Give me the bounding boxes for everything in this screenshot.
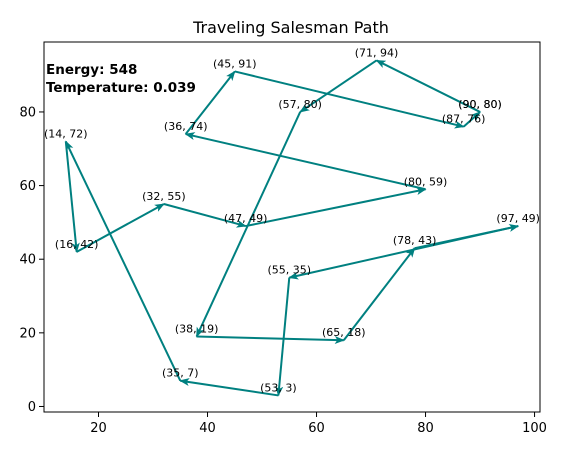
path-segment [342,247,416,341]
point-label: (97, 49) [496,212,540,225]
point-label: (57, 80) [278,98,322,111]
x-tick-label: 100 [522,421,547,436]
point-label: (32, 55) [142,190,186,203]
point-label: (35, 7) [162,367,199,380]
y-tick-label: 20 [19,326,36,341]
path-segment [76,203,165,253]
path-segments [64,59,520,397]
point-labels: (90, 80) (71, 94) (57, 80) (38, 19) (65, 18)… [44,46,540,394]
path-segment [64,141,80,253]
x-tick-label: 60 [308,421,325,436]
path-segment [64,140,182,382]
x-axis: 20 40 60 80 100 [90,412,547,436]
y-tick-label: 80 [19,105,36,120]
path-segment [245,187,427,228]
point-label: (45, 91) [213,57,257,70]
path-segment [463,111,481,128]
x-tick-label: 20 [90,421,107,436]
path-segment [275,277,291,397]
y-tick-label: 40 [19,253,36,268]
x-tick-label: 80 [417,421,434,436]
plot-frame [43,41,541,413]
path-segment [288,225,519,280]
path-segment [196,335,345,344]
point-label: (87, 76) [442,113,486,126]
path-segment [234,70,465,129]
y-tick-label: 0 [28,400,36,415]
path-segment [299,59,378,113]
point-label: (65, 18) [322,326,366,339]
point-label: (36, 74) [164,120,208,133]
point-label: (38, 19) [175,323,219,336]
temperature-annotation: Temperature: 0.039 [46,80,196,96]
point-label: (53, 3) [260,381,297,394]
y-tick-label: 60 [19,179,36,194]
energy-annotation: Energy: 548 [46,62,137,78]
x-tick-label: 40 [199,421,216,436]
path-segment [195,111,302,338]
point-label: (78, 43) [393,234,437,247]
point-label: (71, 94) [355,46,399,59]
y-axis: 0 20 40 60 80 [19,105,44,415]
chart-title: Traveling Salesman Path [192,18,389,37]
path-segment [375,59,481,113]
point-label: (90, 80) [458,98,502,111]
point-label: (47, 49) [224,212,268,225]
point-label: (55, 35) [267,264,311,277]
path-segment [179,378,279,397]
point-label: (14, 72) [44,127,88,140]
path-segment [163,203,247,228]
path-segment [184,132,426,191]
point-label: (80, 59) [404,175,448,188]
path-segment [184,70,236,135]
point-label: (90, 80) [458,98,502,111]
point-label: (16, 42) [55,238,99,251]
